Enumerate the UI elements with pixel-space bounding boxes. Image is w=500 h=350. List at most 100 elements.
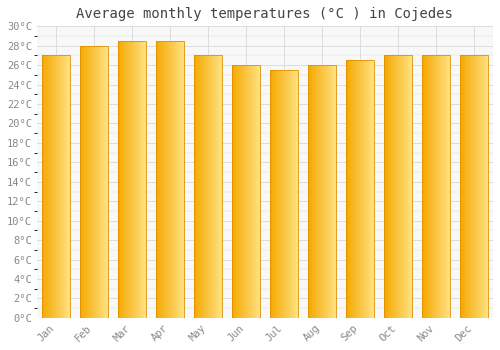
Bar bbox=[42, 55, 43, 318]
Bar bbox=[478, 55, 479, 318]
Bar bbox=[325, 65, 326, 318]
Bar bbox=[259, 65, 260, 318]
Bar bbox=[245, 65, 246, 318]
Bar bbox=[218, 55, 220, 318]
Bar bbox=[211, 55, 212, 318]
Bar bbox=[183, 41, 184, 318]
Bar bbox=[68, 55, 69, 318]
Bar bbox=[163, 41, 164, 318]
Bar bbox=[283, 70, 284, 318]
Bar bbox=[106, 46, 107, 318]
Bar bbox=[156, 41, 158, 318]
Bar bbox=[194, 55, 196, 318]
Bar bbox=[248, 65, 249, 318]
Bar bbox=[426, 55, 428, 318]
Bar bbox=[434, 55, 435, 318]
Bar bbox=[246, 65, 247, 318]
Bar bbox=[165, 41, 166, 318]
Bar bbox=[64, 55, 66, 318]
Bar bbox=[388, 55, 390, 318]
Bar bbox=[129, 41, 130, 318]
Bar bbox=[254, 65, 256, 318]
Bar bbox=[162, 41, 163, 318]
Bar bbox=[169, 41, 170, 318]
Bar bbox=[358, 60, 359, 318]
Bar bbox=[258, 65, 259, 318]
Bar bbox=[50, 55, 51, 318]
Bar bbox=[232, 65, 260, 318]
Bar bbox=[362, 60, 363, 318]
Bar bbox=[384, 55, 412, 318]
Bar bbox=[384, 55, 386, 318]
Bar bbox=[444, 55, 446, 318]
Bar bbox=[354, 60, 355, 318]
Bar bbox=[398, 55, 399, 318]
Bar bbox=[424, 55, 426, 318]
Bar bbox=[280, 70, 281, 318]
Bar bbox=[247, 65, 248, 318]
Bar bbox=[221, 55, 222, 318]
Bar bbox=[174, 41, 176, 318]
Bar bbox=[433, 55, 434, 318]
Bar bbox=[403, 55, 404, 318]
Bar bbox=[404, 55, 406, 318]
Bar bbox=[182, 41, 183, 318]
Bar bbox=[156, 41, 184, 318]
Bar bbox=[479, 55, 480, 318]
Bar bbox=[194, 55, 222, 318]
Bar bbox=[201, 55, 202, 318]
Bar bbox=[400, 55, 401, 318]
Bar bbox=[472, 55, 473, 318]
Bar bbox=[318, 65, 319, 318]
Bar bbox=[441, 55, 442, 318]
Bar bbox=[249, 65, 250, 318]
Bar bbox=[482, 55, 484, 318]
Bar bbox=[430, 55, 432, 318]
Bar bbox=[473, 55, 474, 318]
Bar bbox=[69, 55, 70, 318]
Bar bbox=[437, 55, 438, 318]
Bar bbox=[49, 55, 50, 318]
Bar bbox=[361, 60, 362, 318]
Bar bbox=[256, 65, 258, 318]
Bar bbox=[360, 60, 361, 318]
Bar bbox=[252, 65, 254, 318]
Bar bbox=[238, 65, 240, 318]
Bar bbox=[82, 46, 84, 318]
Bar bbox=[428, 55, 430, 318]
Bar bbox=[118, 41, 146, 318]
Bar bbox=[60, 55, 62, 318]
Bar bbox=[372, 60, 374, 318]
Bar bbox=[320, 65, 321, 318]
Bar bbox=[439, 55, 440, 318]
Bar bbox=[321, 65, 322, 318]
Bar bbox=[392, 55, 394, 318]
Bar bbox=[168, 41, 169, 318]
Bar bbox=[288, 70, 290, 318]
Bar bbox=[436, 55, 437, 318]
Bar bbox=[172, 41, 174, 318]
Bar bbox=[107, 46, 108, 318]
Bar bbox=[286, 70, 287, 318]
Bar bbox=[66, 55, 67, 318]
Bar bbox=[87, 46, 88, 318]
Bar bbox=[160, 41, 162, 318]
Bar bbox=[138, 41, 140, 318]
Bar bbox=[95, 46, 96, 318]
Bar bbox=[118, 41, 120, 318]
Bar bbox=[202, 55, 203, 318]
Bar bbox=[270, 70, 272, 318]
Bar bbox=[180, 41, 182, 318]
Bar bbox=[105, 46, 106, 318]
Bar bbox=[216, 55, 218, 318]
Bar bbox=[432, 55, 433, 318]
Bar bbox=[125, 41, 126, 318]
Bar bbox=[220, 55, 221, 318]
Bar bbox=[282, 70, 283, 318]
Bar bbox=[397, 55, 398, 318]
Bar bbox=[242, 65, 243, 318]
Bar bbox=[474, 55, 475, 318]
Bar bbox=[352, 60, 354, 318]
Bar bbox=[464, 55, 466, 318]
Bar bbox=[214, 55, 216, 318]
